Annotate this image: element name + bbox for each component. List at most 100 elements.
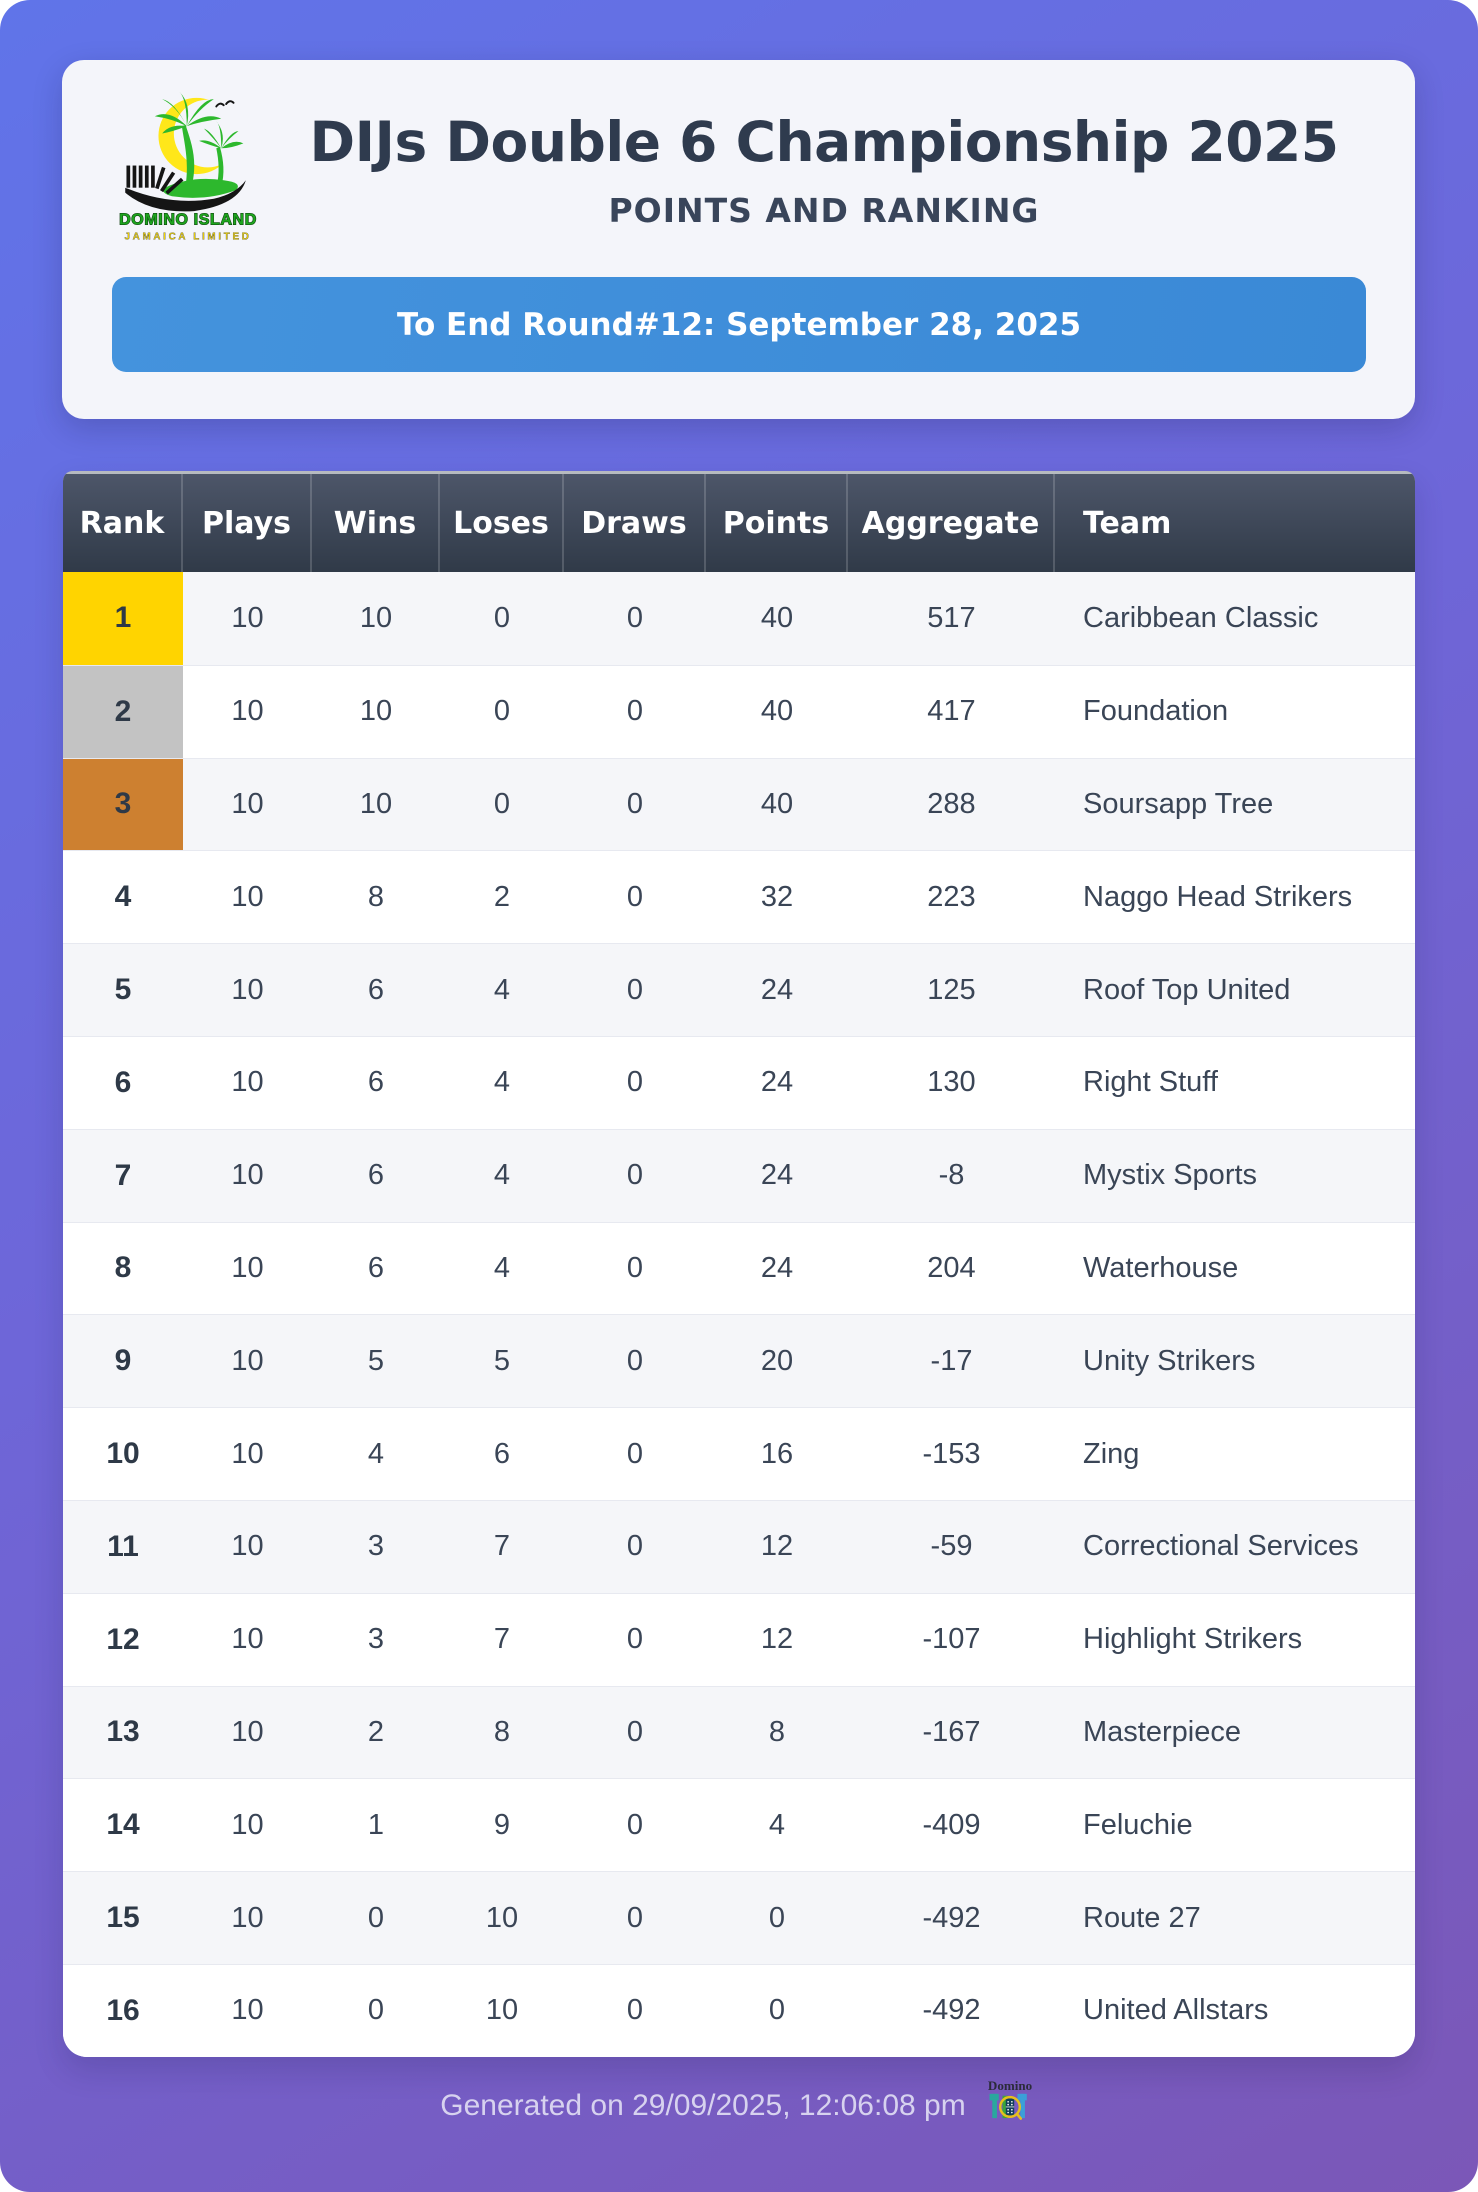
value-cell: 10 [231,1623,264,1656]
value-cell: 130 [927,1066,976,1099]
rank-cell: 6 [114,1065,132,1099]
value-cell: 0 [626,787,644,820]
value-cell: 10 [231,601,264,634]
page-subtitle: POINTS AND RANKING [608,191,1040,230]
column-header-aggregate: Aggregate [848,474,1055,572]
value-cell: 1 [367,1808,385,1841]
rank-cell: 4 [114,880,132,914]
column-header-wins: Wins [312,474,440,572]
table-row-rank-3: 3 10 10 0 0 40 288 Soursapp Tree [63,757,1415,851]
birds-icon [215,100,235,108]
round-banner-text: To End Round#12: September 28, 2025 [396,306,1082,343]
table-row-rank-5: 5 10 6 4 0 24 125 Roof Top United [63,943,1415,1036]
rank-cell: 8 [114,1251,132,1285]
value-cell: 6 [367,1159,385,1192]
rank-cell: 10 [106,1437,140,1471]
logo-subtext: JAMAICA LIMITED [124,231,251,242]
team-cell: Naggo Head Strikers [1083,880,1353,913]
value-cell: 125 [927,973,976,1006]
logo-wordmark: DOMINO ISLAND [119,212,257,229]
value-cell: 40 [760,787,794,820]
value-cell: 10 [231,973,264,1006]
table-row-rank-12: 12 10 3 7 0 12 -107 Highlight Strikers [63,1592,1415,1686]
palm-tree-small [199,121,244,188]
rank-cell: 12 [106,1622,140,1656]
domino-tile-icon [1005,2098,1014,2116]
value-cell: 5 [493,1344,511,1377]
footer: Generated on 29/09/2025, 12:06:08 pm Dom… [0,2078,1478,2134]
value-cell: 0 [626,1715,644,1748]
value-cell: 0 [626,601,644,634]
generated-timestamp: Generated on 29/09/2025, 12:06:08 pm [440,2089,966,2122]
page-title: DIJs Double 6 Championship 2025 [309,110,1339,174]
value-cell: 3 [367,1623,385,1656]
value-cell: 9 [493,1808,511,1841]
value-cell: 5 [367,1344,385,1377]
rank-cell: 1 [63,572,183,665]
value-cell: 8 [493,1715,511,1748]
value-cell: 204 [927,1251,976,1284]
value-cell: 0 [626,1437,644,1470]
team-cell: Feluchie [1083,1808,1193,1841]
table-row-rank-13: 13 10 2 8 0 8 -167 Masterpiece [63,1685,1415,1779]
value-cell: -107 [922,1623,981,1656]
rank-cell: 15 [106,1901,140,1935]
rank-cell: 3 [63,758,183,851]
value-cell: 6 [493,1437,511,1470]
team-cell: Unity Strikers [1083,1344,1256,1377]
rank-cell: 13 [106,1715,140,1749]
rank-cell: 2 [63,665,183,758]
table-row-rank-14: 14 10 1 9 0 4 -409 Feluchie [63,1778,1415,1872]
value-cell: 0 [367,1901,385,1934]
round-banner: To End Round#12: September 28, 2025 [112,277,1366,372]
value-cell: 2 [367,1715,385,1748]
value-cell: -8 [938,1159,965,1192]
team-cell: Soursapp Tree [1083,787,1274,820]
value-cell: 10 [231,1994,264,2027]
value-cell: 417 [927,695,976,728]
value-cell: 4 [493,973,511,1006]
rank-cell: 11 [107,1529,139,1563]
domino-app-logo: Domino [988,2078,1032,2120]
value-cell: 10 [359,787,393,820]
value-cell: 0 [493,601,511,634]
value-cell: 10 [359,695,393,728]
value-cell: 0 [626,1808,644,1841]
rank-cell: 9 [114,1344,132,1378]
value-cell: 8 [367,880,385,913]
value-cell: 7 [493,1623,511,1656]
value-cell: 10 [231,1901,264,1934]
team-cell: Caribbean Classic [1083,601,1319,634]
value-cell: 10 [231,1530,264,1563]
rank-cell: 16 [106,1993,140,2027]
value-cell: 10 [231,1251,264,1284]
value-cell: 0 [367,1994,385,2027]
value-cell: 517 [927,601,976,634]
value-cell: 0 [626,1159,644,1192]
value-cell: 4 [493,1251,511,1284]
value-cell: 0 [493,695,511,728]
value-cell: 4 [367,1437,385,1470]
value-cell: 0 [626,1994,644,2027]
team-cell: Roof Top United [1083,973,1291,1006]
column-header-rank: Rank [63,474,183,572]
value-cell: 4 [493,1159,511,1192]
team-cell: Route 27 [1083,1901,1201,1934]
table-row-rank-6: 6 10 6 4 0 24 130 Right Stuff [63,1035,1415,1129]
value-cell: 7 [493,1530,511,1563]
value-cell: -492 [922,1901,981,1934]
table-row-rank-10: 10 10 4 6 0 16 -153 Zing [63,1407,1415,1500]
falling-dominoes-icon [126,165,184,195]
table-row-rank-16: 16 10 0 10 0 0 -492 United Allstars [63,1963,1415,2057]
swoosh [125,180,246,212]
table-row-rank-9: 9 10 5 5 0 20 -17 Unity Strikers [63,1314,1415,1408]
column-header-loses: Loses [440,474,564,572]
value-cell: 10 [231,1159,264,1192]
value-cell: 0 [768,1994,786,2027]
header-card: DOMINO ISLAND JAMAICA LIMITED DIJs Doubl… [62,60,1415,419]
value-cell: 6 [367,1251,385,1284]
value-cell: -409 [922,1808,981,1841]
team-cell: Highlight Strikers [1083,1623,1303,1656]
value-cell: 10 [485,1901,519,1934]
